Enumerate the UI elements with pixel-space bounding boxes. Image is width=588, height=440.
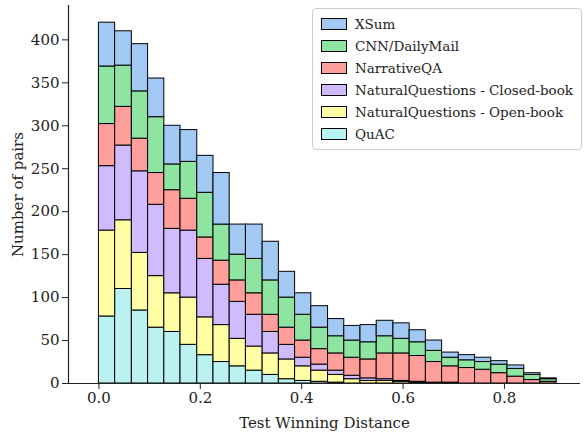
svg-text:0.6: 0.6 — [391, 389, 415, 407]
svg-text:Number of pairs: Number of pairs — [9, 132, 27, 257]
svg-text:0.8: 0.8 — [493, 389, 517, 407]
svg-text:350: 350 — [31, 74, 60, 92]
svg-text:0.2: 0.2 — [188, 389, 212, 407]
svg-text:250: 250 — [31, 160, 60, 178]
html-text:NaturalQuestions - Open-book: NaturalQuestions - Open-book — [354, 104, 564, 120]
svg-text:150: 150 — [31, 245, 60, 263]
svg-text:300: 300 — [31, 117, 60, 135]
html-text:NaturalQuestions - Closed-book: NaturalQuestions - Closed-book — [354, 82, 573, 98]
svg-text:400: 400 — [31, 31, 60, 49]
html-text:NarrativeQA: NarrativeQA — [354, 60, 442, 76]
html-text:QuAC: QuAC — [354, 126, 395, 142]
html-text:XSum: XSum — [354, 16, 396, 32]
svg-text:0.0: 0.0 — [87, 389, 111, 407]
svg-text:0: 0 — [50, 374, 60, 392]
svg-text:0.4: 0.4 — [290, 389, 314, 407]
svg-text:100: 100 — [31, 288, 60, 306]
svg-text:50: 50 — [40, 331, 59, 349]
svg-text:200: 200 — [31, 202, 60, 220]
html-text:CNN/DailyMail: CNN/DailyMail — [354, 38, 460, 54]
svg-text:Test Winning Distance: Test Winning Distance — [239, 414, 410, 432]
